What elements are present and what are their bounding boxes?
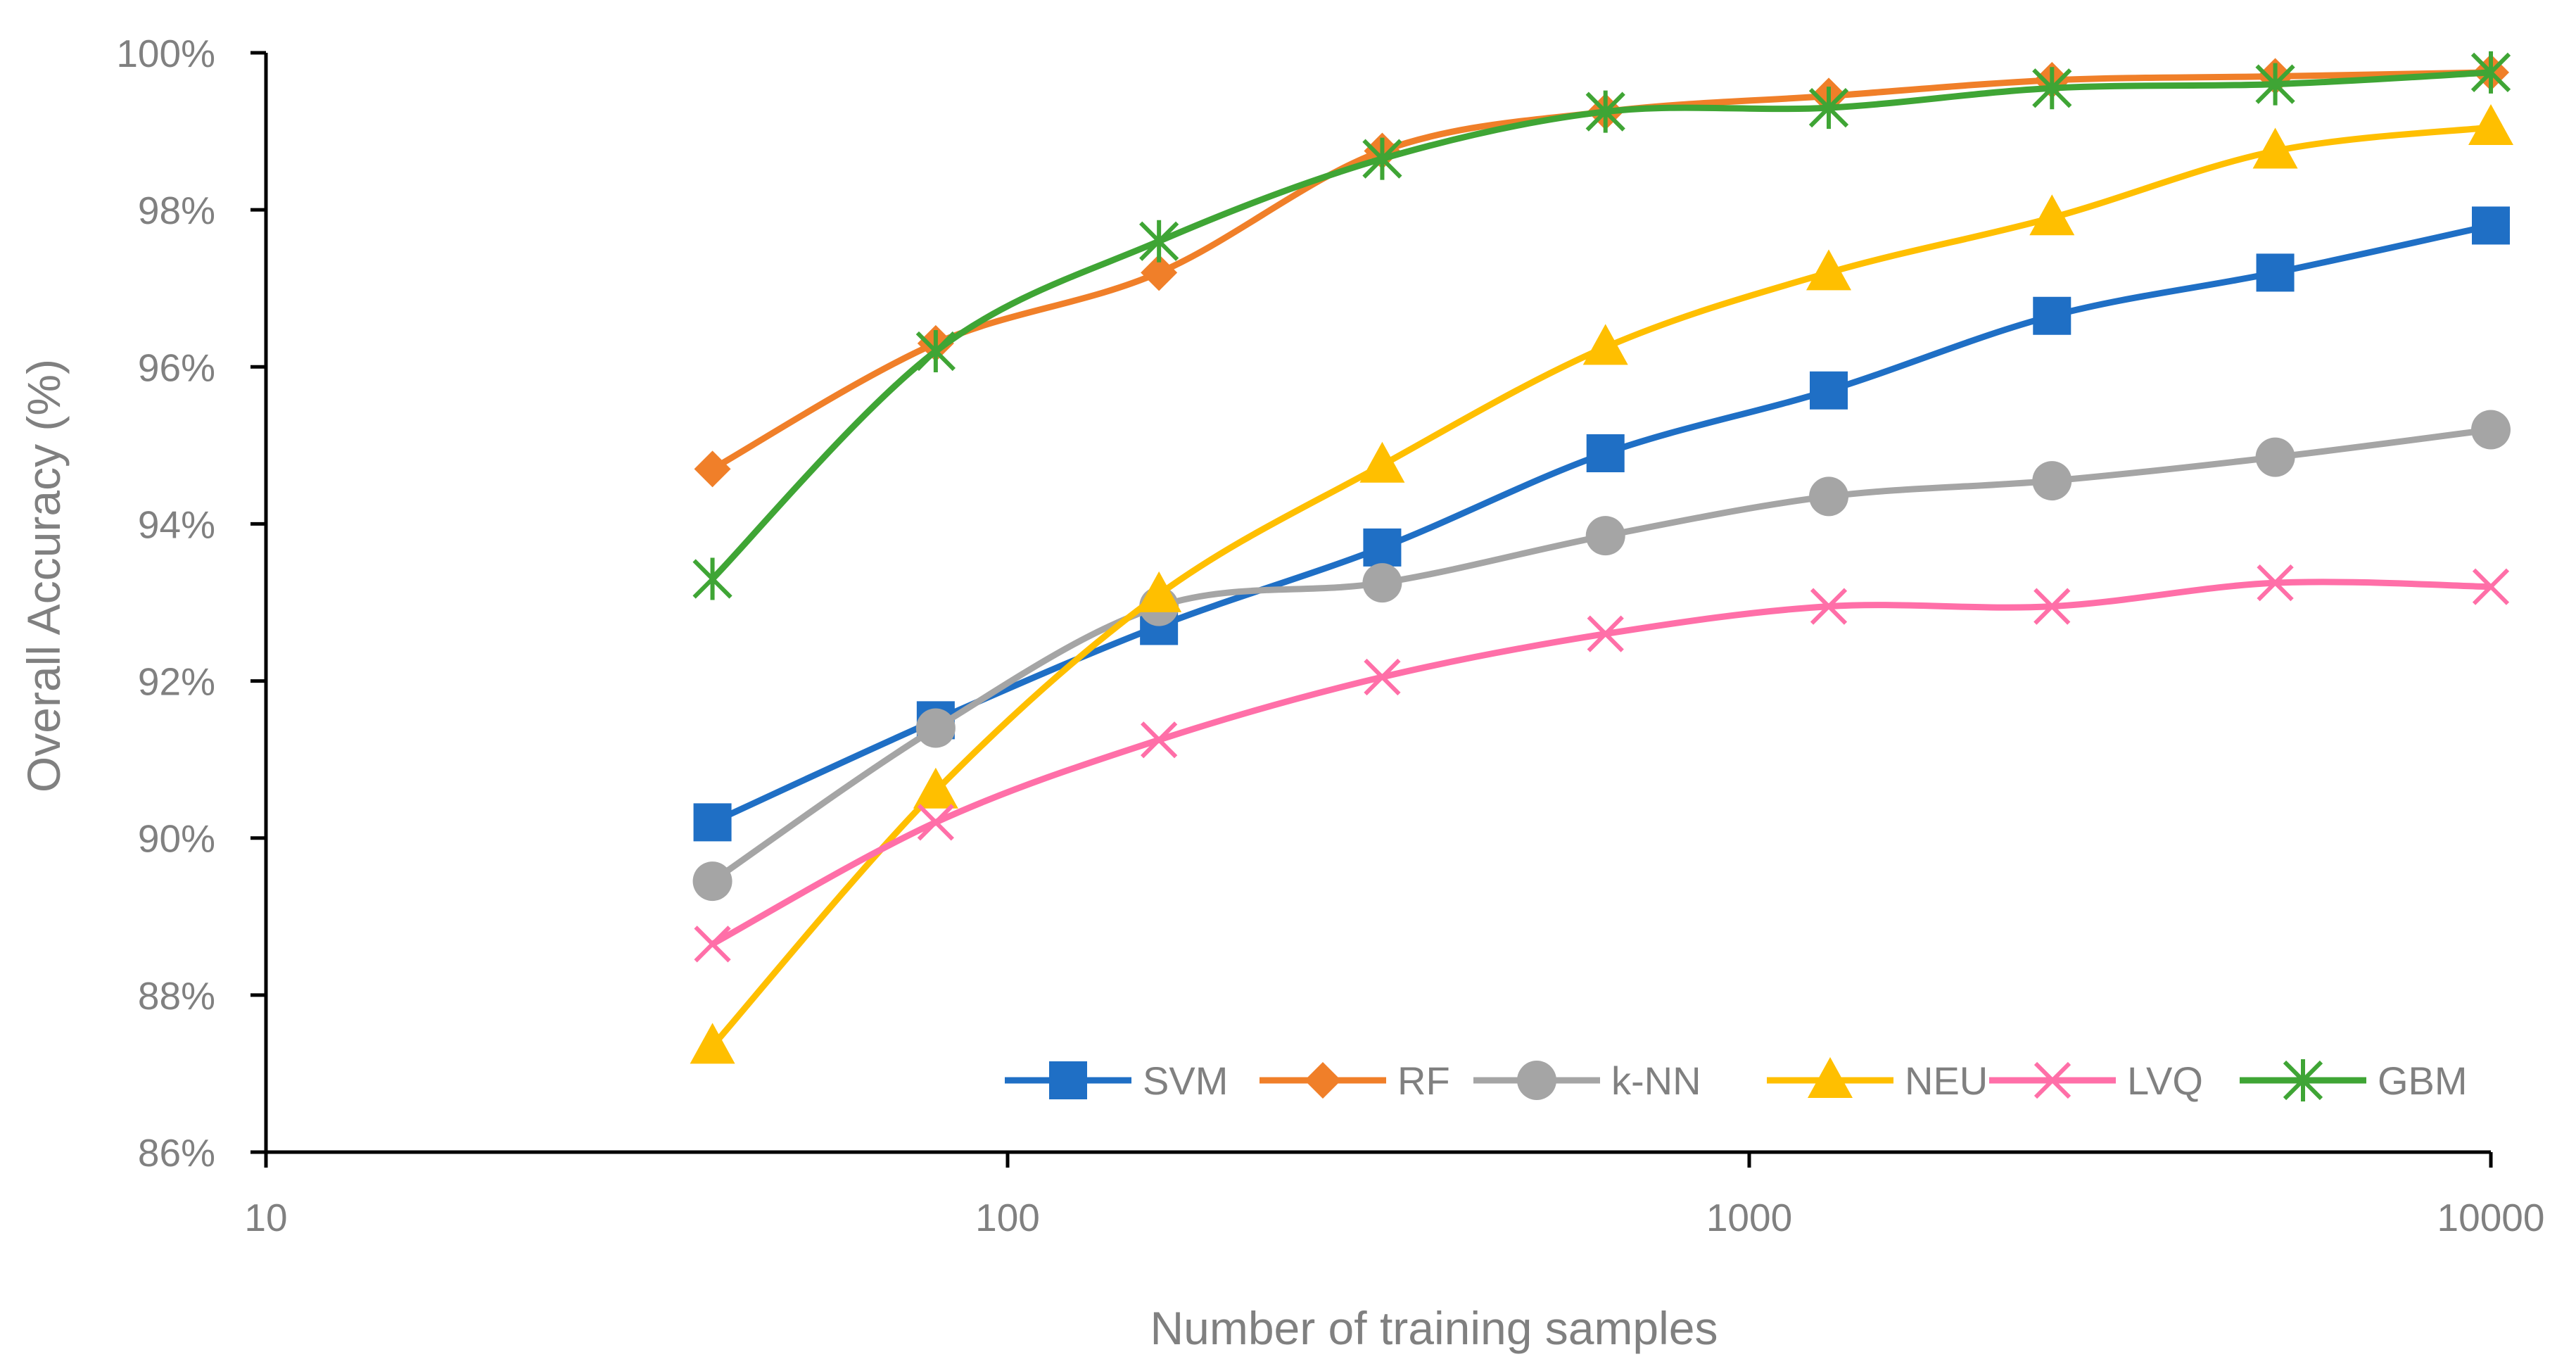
data-point-k-nn [692,861,732,902]
legend-marker-rf [1305,1062,1341,1099]
data-point-lvq [1141,721,1178,759]
series-line-neu [709,124,2494,1049]
legend-marker-lvq [2033,1061,2071,1099]
data-point-neu [1359,441,1405,483]
legend-marker-svm [1049,1061,1087,1099]
legend-label-k-nn: k-NN [1611,1059,1701,1103]
series-gbm [692,51,2511,600]
data-point-k-nn [2471,410,2511,450]
data-point-gbm [692,557,732,600]
data-point-rf [694,450,731,488]
series-line-lvq [709,579,2494,947]
data-point-gbm [1808,87,1849,129]
x-axis-title: Number of training samples [1150,1302,1718,1354]
data-point-lvq [2033,588,2071,625]
legend: SVM RF k-NN NEU LVQ GBM [1005,1057,2468,1103]
y-tick-label: 86% [138,1131,215,1175]
data-point-lvq [2472,568,2510,605]
data-point-gbm [1139,220,1179,263]
series-rf [694,53,2509,488]
data-point-svm [1586,434,1625,473]
legend-label-lvq: LVQ [2127,1059,2203,1103]
data-point-svm [2033,296,2071,335]
axes: 86% 88% 90% 92% 94% 96% 98% 100% 10 100 1000 10000 [116,32,2544,1239]
data-point-neu [2029,194,2075,236]
legend-marker-k-nn [1517,1061,1556,1100]
data-point-neu [690,1023,735,1064]
data-point-k-nn [1362,563,1402,603]
data-point-gbm [2032,67,2072,110]
data-point-lvq [1810,588,1848,625]
data-point-svm [2472,206,2510,245]
data-point-neu [913,767,958,809]
data-point-lvq [1364,658,1401,696]
data-point-neu [2468,103,2513,145]
data-point-gbm [2470,51,2511,94]
data-point-k-nn [2032,461,2072,501]
data-point-svm [2256,253,2295,292]
data-point-lvq [917,804,954,841]
data-point-svm [1809,371,1848,410]
legend-item-svm: SVM [1005,1059,1228,1103]
data-point-k-nn [915,708,956,748]
data-point-gbm [1362,137,1402,180]
series-svm [693,206,2510,842]
x-tick-label: 10000 [2437,1196,2545,1239]
series-neu [690,103,2513,1064]
legend-item-neu: NEU [1767,1057,1988,1103]
data-point-svm [693,803,732,842]
data-point-lvq [694,925,731,963]
y-axis-title: Overall Accuracy (%) [18,359,70,792]
y-tick-label: 90% [138,817,215,861]
legend-item-gbm: GBM [2240,1059,2468,1103]
legend-item-k-nn: k-NN [1473,1059,1701,1103]
data-point-neu [1582,324,1628,365]
series-k-nn [692,410,2511,902]
data-point-lvq [1587,615,1624,652]
legend-label-neu: NEU [1905,1059,1988,1103]
legend-label-gbm: GBM [2378,1059,2468,1103]
y-tick-label: 96% [138,346,215,389]
y-tick-label: 94% [138,503,215,546]
legend-item-lvq: LVQ [1989,1059,2203,1103]
data-point-lvq [2257,564,2294,602]
data-point-k-nn [1808,476,1848,517]
legend-label-rf: RF [1397,1059,1450,1103]
legend-label-svm: SVM [1143,1059,1228,1103]
x-tick-label: 100 [975,1196,1040,1239]
series-layer [690,51,2513,1064]
data-point-gbm [1585,90,1625,133]
legend-marker-neu [1808,1057,1853,1098]
x-tick-label: 10 [244,1196,287,1239]
series-line-gbm [709,69,2494,582]
series-line-rf [709,69,2494,472]
data-point-neu [1136,571,1182,612]
data-point-rf [1141,254,1178,291]
legend-marker-gbm [2283,1059,2323,1101]
data-point-neu [2252,127,2298,169]
y-tick-label: 100% [116,32,215,75]
data-point-k-nn [1585,516,1625,556]
data-point-svm [1363,528,1402,567]
y-tick-label: 88% [138,974,215,1018]
y-tick-label: 98% [138,189,215,232]
series-line-k-nn [709,427,2494,885]
x-tick-label: 1000 [1706,1196,1792,1239]
data-point-gbm [2255,63,2295,106]
data-point-neu [1806,249,1851,291]
legend-item-rf: RF [1260,1059,1450,1103]
y-tick-label: 92% [138,660,215,704]
data-point-gbm [915,329,956,372]
data-point-k-nn [2255,437,2295,477]
series-lvq [694,564,2510,963]
